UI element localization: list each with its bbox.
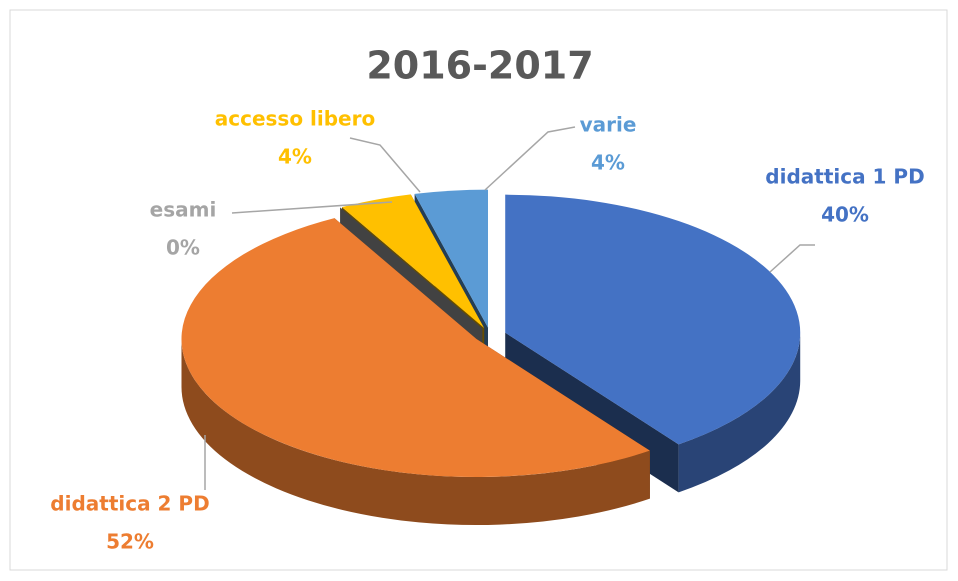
slice-side (181, 339, 650, 526)
pie-slice (414, 189, 488, 328)
slice-label: accesso libero (215, 107, 375, 131)
slice-value-label: 40% (821, 203, 869, 227)
slice-label: didattica 1 PD (765, 165, 924, 189)
slice-value-label: 4% (278, 145, 312, 169)
slice-value-label: 0% (166, 236, 200, 260)
slice-side (678, 332, 801, 493)
pie-slice (181, 218, 650, 478)
pie-slice (341, 194, 485, 329)
leader-line (349, 137, 421, 193)
slice-label: didattica 2 PD (50, 492, 209, 516)
slice-label: esami (150, 198, 217, 222)
leader-line (769, 244, 815, 273)
chart-title: 2016-2017 (366, 44, 593, 88)
slice-value-label: 4% (591, 151, 625, 175)
slice-value-label: 52% (106, 530, 154, 554)
leader-line (231, 201, 393, 214)
slice-label: varie (580, 113, 637, 137)
leader-line (484, 126, 576, 191)
pie-slice (505, 194, 801, 445)
